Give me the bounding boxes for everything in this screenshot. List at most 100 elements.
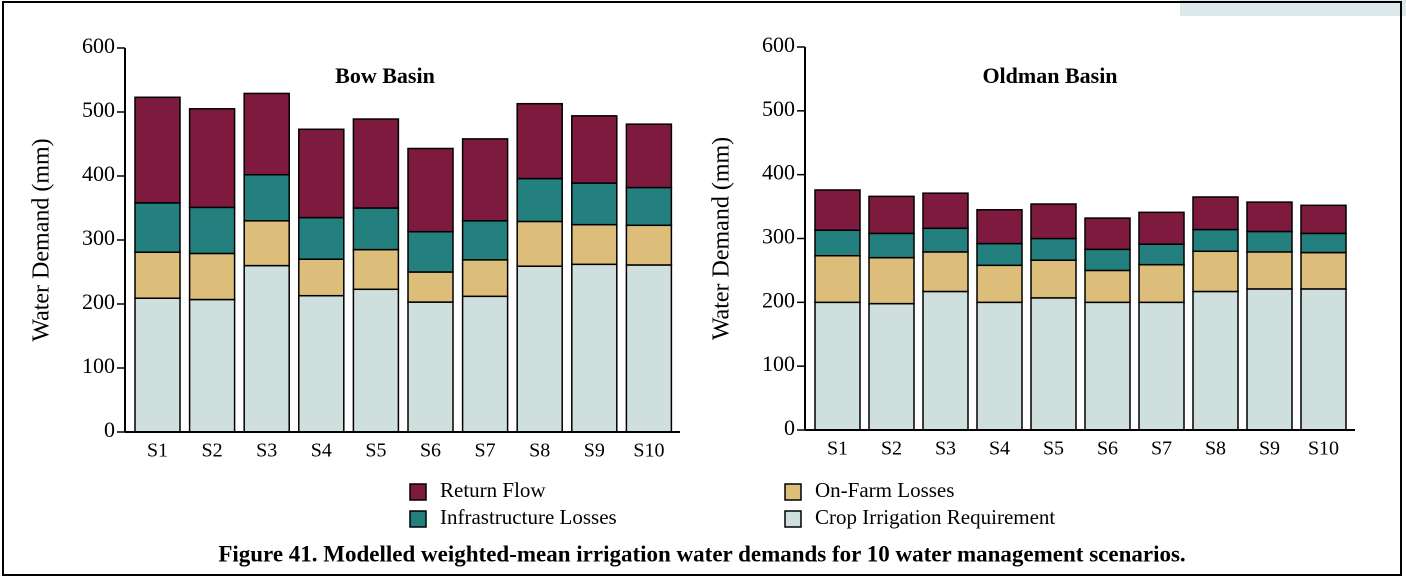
bar-segment [1246,251,1293,290]
x-tick-label: S4 [311,440,332,462]
chart-title: Oldman Basin [982,63,1117,88]
legend-swatch [784,510,802,528]
y-tick-label: 600 [82,33,115,58]
y-tick-label: 0 [104,417,115,442]
y-tick-label: 600 [762,32,795,57]
bar-segment [922,290,969,431]
bar-segment [298,128,345,219]
bar-segment [1138,211,1185,245]
y-tick-label: 300 [762,224,795,249]
corner-panel [1180,0,1406,16]
bar-segment [1192,290,1239,431]
bar-segment [243,264,290,433]
legend-swatch [409,510,427,528]
bar-segment [1084,217,1131,251]
bar-segment [243,92,290,176]
bar-segment [352,207,400,251]
bar-segment [134,297,181,433]
bar-segment [625,123,673,189]
y-tick-label: 100 [762,351,795,376]
x-tick-label: S4 [989,438,1010,460]
y-tick-label: 500 [82,97,115,122]
bar-segment [1192,250,1239,293]
bar-segment [461,220,509,261]
bar-segment [461,295,509,433]
bar-segment [868,256,915,305]
bar-segment [1246,230,1293,253]
x-tick-label: S6 [420,440,441,462]
bar-segment [1030,259,1077,299]
x-tick-label: S10 [633,440,664,462]
bar-segment [352,248,400,291]
bar-segment [1084,248,1131,272]
bar-segment [1138,243,1185,266]
bar-segment [1030,297,1077,431]
bar-segment [516,265,563,433]
x-tick-label: S1 [827,438,848,460]
legend-label: Return Flow [440,478,546,502]
bar-segment [243,220,290,267]
y-tick-label: 400 [82,161,115,186]
bar-segment [134,251,181,299]
legend-swatch [784,483,802,501]
bar-segment [625,224,673,266]
y-tick-label: 500 [762,96,795,121]
bar-segment [1030,237,1077,261]
bar-segment [1084,269,1131,304]
bar-segment [571,223,618,266]
bar-segment [134,202,181,253]
bar-segment [1084,301,1131,431]
bar-segment [814,301,861,431]
legend-label: On-Farm Losses [815,478,954,502]
bar-segment [188,108,236,209]
bar-segment [1246,201,1293,233]
y-tick-label: 200 [762,287,795,312]
bar-segment [407,271,454,303]
x-tick-label: S3 [935,438,956,460]
bar-segment [407,301,454,433]
y-tick-label: 100 [82,353,115,378]
bar-segment [868,302,915,431]
y-tick-label: 300 [82,225,115,250]
bar-segment [868,195,915,235]
bar-segment [188,252,236,301]
bar-segment [976,301,1023,431]
y-tick-label: 200 [82,289,115,314]
bar-segment [922,251,969,293]
bar-segment [516,220,563,267]
bar-segment [1192,196,1239,231]
bar-segment [188,206,236,255]
x-tick-label: S9 [584,440,605,462]
x-tick-label: S1 [147,440,168,462]
legend-swatch [409,483,427,501]
x-tick-label: S7 [475,440,496,462]
caption: Figure 41. Modelled weighted-mean irriga… [218,541,1185,566]
bar-segment [298,216,345,260]
bar-segment [976,209,1023,245]
x-tick-label: S9 [1259,438,1280,460]
legend-label: Crop Irrigation Requirement [815,505,1055,529]
bar-segment [352,118,400,209]
bar-segment [1300,204,1347,235]
bar-segment [1300,232,1347,254]
bar-segment [814,229,861,257]
bar-segment [352,288,400,433]
x-tick-label: S7 [1151,438,1172,460]
bar-segment [407,147,454,233]
y-axis-label: Water Demand (mm) [29,138,55,341]
bar-segment [625,186,673,227]
bar-segment [868,232,915,259]
bar-segment [134,96,181,204]
chart-title: Bow Basin [335,63,435,88]
x-tick-label: S5 [1043,438,1064,460]
bar-segment [976,264,1023,304]
x-tick-label: S3 [256,440,277,462]
bar-segment [922,227,969,253]
x-tick-label: S8 [529,440,550,462]
x-tick-label: S6 [1097,438,1118,460]
bar-segment [298,294,345,433]
x-tick-label: S5 [365,440,386,462]
bar-segment [976,242,1023,267]
